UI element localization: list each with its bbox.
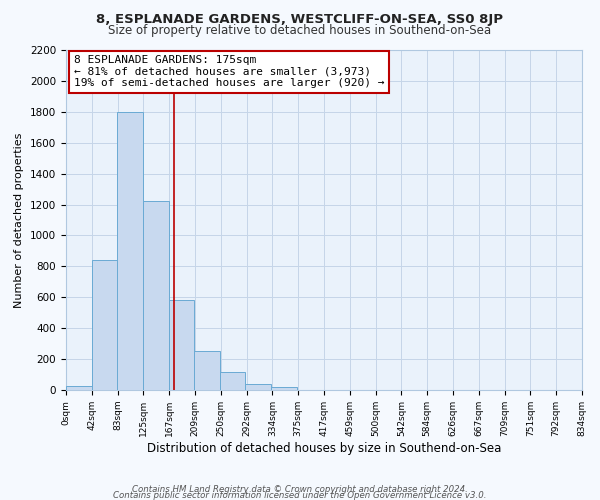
Text: 8 ESPLANADE GARDENS: 175sqm
← 81% of detached houses are smaller (3,973)
19% of : 8 ESPLANADE GARDENS: 175sqm ← 81% of det… (74, 55, 384, 88)
Bar (117, 112, 143, 390)
Bar (220, 372, 245, 390)
Text: Size of property relative to detached houses in Southend-on-Sea: Size of property relative to detached ho… (109, 24, 491, 37)
Bar (271, 387, 297, 390)
Text: 8, ESPLANADE GARDENS, WESTCLIFF-ON-SEA, SS0 8JP: 8, ESPLANADE GARDENS, WESTCLIFF-ON-SEA, … (97, 12, 503, 26)
Text: Contains HM Land Registry data © Crown copyright and database right 2024.: Contains HM Land Registry data © Crown c… (132, 485, 468, 494)
Bar (143, 202, 169, 390)
Bar (245, 384, 271, 390)
Bar (169, 300, 194, 390)
Text: Contains public sector information licensed under the Open Government Licence v3: Contains public sector information licen… (113, 490, 487, 500)
Y-axis label: Number of detached properties: Number of detached properties (14, 132, 25, 308)
Bar (66, 386, 92, 390)
Bar (194, 350, 220, 390)
X-axis label: Distribution of detached houses by size in Southend-on-Sea: Distribution of detached houses by size … (147, 442, 501, 454)
Bar (92, 260, 118, 390)
